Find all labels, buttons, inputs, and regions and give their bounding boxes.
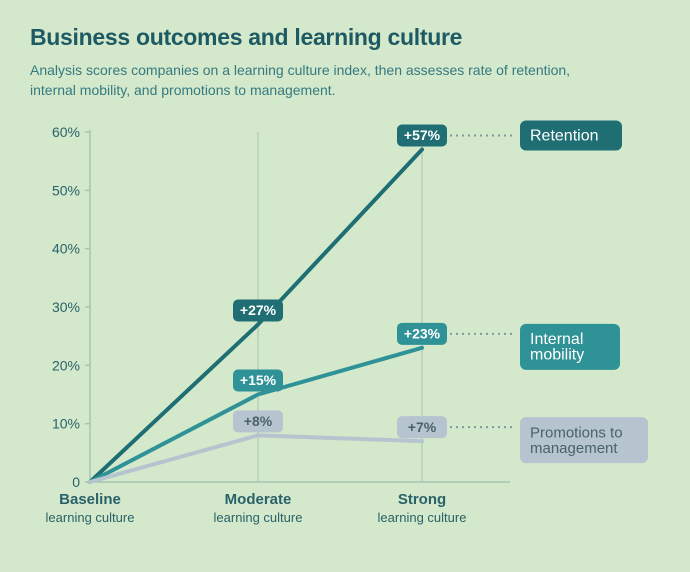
legend-label: Retention [530, 128, 599, 145]
legend-label: mobility [530, 347, 584, 364]
line-chart: 0 10% 20% 30% 40% 50% 60% Baseline learning cult… [30, 122, 660, 552]
value-pill-text: +8% [244, 413, 273, 429]
value-pill-text: +57% [404, 127, 441, 143]
x-category-sub: learning culture [214, 510, 303, 525]
x-category-strong: Baseline [59, 491, 121, 508]
value-pill-text: +23% [404, 326, 441, 342]
page-title: Business outcomes and learning culture [30, 24, 660, 51]
x-category-strong: Moderate [225, 491, 292, 508]
page-subtitle: Analysis scores companies on a learning … [30, 61, 590, 100]
y-tick-label: 10% [52, 416, 80, 432]
chart-container: 0 10% 20% 30% 40% 50% 60% Baseline learning cult… [30, 122, 660, 552]
value-pill-text: +7% [408, 419, 437, 435]
value-pill-text: +27% [240, 302, 277, 318]
x-category-sub: learning culture [46, 510, 135, 525]
x-category-strong: Strong [398, 491, 446, 508]
x-category-sub: learning culture [378, 510, 467, 525]
y-tick-label: 40% [52, 241, 80, 257]
y-tick-label: 30% [52, 299, 80, 315]
y-tick-label: 50% [52, 183, 80, 199]
value-pill-text: +15% [240, 372, 277, 388]
legend-label: management [530, 440, 618, 457]
series-line [90, 436, 422, 483]
y-tick-label: 20% [52, 358, 80, 374]
y-tick-label: 60% [52, 124, 80, 140]
y-tick-label: 0 [72, 474, 80, 490]
